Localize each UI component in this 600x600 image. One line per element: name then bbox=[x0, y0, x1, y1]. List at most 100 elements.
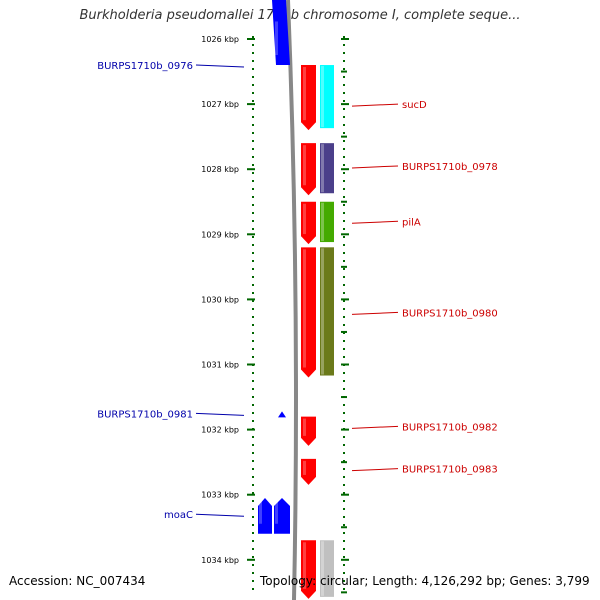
gene-label[interactable]: BURPS1710b_0982 bbox=[402, 422, 498, 433]
guide-dot bbox=[252, 292, 254, 294]
guide-dot bbox=[252, 436, 254, 438]
gene-label[interactable]: pilA bbox=[402, 217, 421, 228]
gene-label[interactable]: BURPS1710b_0976 bbox=[97, 61, 193, 72]
guide-dot bbox=[252, 196, 254, 198]
guide-dot bbox=[252, 212, 254, 214]
guide-dot bbox=[343, 404, 345, 406]
guide-dot bbox=[252, 524, 254, 526]
gene-label[interactable]: sucD bbox=[402, 100, 427, 111]
guide-dot bbox=[343, 252, 345, 254]
guide-dot bbox=[343, 148, 345, 150]
guide-dot bbox=[252, 148, 254, 150]
gene-arrow[interactable] bbox=[258, 497, 272, 534]
gene-arrow[interactable] bbox=[278, 411, 286, 418]
guide-dot bbox=[343, 92, 345, 94]
guide-dot bbox=[252, 204, 254, 206]
guide-dot bbox=[343, 36, 345, 38]
guide-dot bbox=[252, 444, 254, 446]
gene-label[interactable]: BURPS1710b_0981 bbox=[97, 409, 193, 420]
guide-dot bbox=[343, 468, 345, 470]
minor-tick-right bbox=[341, 330, 347, 333]
gene-arrow-highlight bbox=[303, 418, 306, 436]
guide-dot bbox=[343, 204, 345, 206]
gene-arrow[interactable] bbox=[301, 143, 316, 196]
guide-dot bbox=[252, 540, 254, 542]
guide-dot bbox=[343, 444, 345, 446]
chromosome-backbone-curve bbox=[286, 0, 298, 600]
gene-label-leader bbox=[351, 165, 399, 169]
major-tick-right bbox=[341, 103, 349, 106]
tick-label: 1027 kbp bbox=[201, 100, 239, 109]
gene-arrow[interactable] bbox=[301, 201, 316, 245]
gene-arrow[interactable] bbox=[301, 65, 316, 131]
guide-dot bbox=[252, 156, 254, 158]
genome-map-title: Burkholderia pseudomallei 1710b chromoso… bbox=[79, 8, 521, 23]
guide-dot bbox=[252, 300, 254, 302]
gene-label-leader bbox=[195, 513, 245, 517]
gene-arrow[interactable] bbox=[301, 540, 316, 599]
guide-dot bbox=[252, 372, 254, 374]
guide-dot bbox=[252, 76, 254, 78]
guide-dot bbox=[252, 580, 254, 582]
guide-dot bbox=[252, 44, 254, 46]
guide-dot bbox=[343, 260, 345, 262]
guide-dot bbox=[252, 188, 254, 190]
major-tick-right bbox=[341, 168, 349, 171]
gene-feature-block bbox=[320, 540, 334, 597]
tick-label: 1028 kbp bbox=[201, 165, 239, 174]
guide-dot bbox=[252, 172, 254, 174]
guide-dot bbox=[252, 132, 254, 134]
guide-dot bbox=[252, 52, 254, 54]
guide-dot bbox=[252, 388, 254, 390]
gene-label[interactable]: BURPS1710b_0978 bbox=[402, 162, 498, 173]
guide-dot bbox=[252, 532, 254, 534]
major-tick-left bbox=[247, 363, 255, 366]
guide-dot bbox=[252, 556, 254, 558]
gene-label-leader bbox=[195, 412, 245, 416]
gene-label[interactable]: BURPS1710b_0983 bbox=[402, 465, 498, 476]
major-tick-left bbox=[247, 168, 255, 171]
gene-label-leader bbox=[351, 103, 399, 107]
minor-tick-right bbox=[341, 396, 347, 399]
guide-dot bbox=[343, 164, 345, 166]
gene-feature-block-highlight bbox=[321, 202, 324, 242]
gene-arrow[interactable] bbox=[274, 497, 290, 534]
gene-arrow[interactable] bbox=[301, 416, 316, 446]
guide-dot bbox=[252, 348, 254, 350]
major-tick-left bbox=[247, 428, 255, 431]
gene-label[interactable]: moaC bbox=[164, 510, 193, 521]
major-tick-left bbox=[247, 103, 255, 106]
gene-feature-block bbox=[320, 247, 334, 376]
guide-dot bbox=[252, 236, 254, 238]
guide-dot bbox=[343, 188, 345, 190]
guide-dot bbox=[252, 244, 254, 246]
gene-label-leader bbox=[351, 468, 399, 472]
gene-arrow-highlight bbox=[275, 499, 278, 524]
gene-arrow[interactable] bbox=[301, 458, 316, 485]
guide-dot bbox=[252, 108, 254, 110]
gene-arrow-highlight bbox=[275, 21, 278, 56]
guide-dot bbox=[343, 52, 345, 54]
major-tick-left bbox=[247, 493, 255, 496]
guide-dot bbox=[343, 196, 345, 198]
guide-dot bbox=[252, 340, 254, 342]
guide-dot bbox=[343, 484, 345, 486]
guide-dot bbox=[252, 252, 254, 254]
gene-features bbox=[258, 0, 334, 599]
guide-dot bbox=[343, 588, 345, 590]
guide-dot bbox=[343, 116, 345, 118]
guide-dot bbox=[252, 564, 254, 566]
gene-arrow[interactable] bbox=[272, 0, 290, 66]
gene-arrow[interactable] bbox=[301, 247, 316, 378]
guide-dot bbox=[252, 460, 254, 462]
tick-label: 1032 kbp bbox=[201, 426, 239, 435]
guide-dot bbox=[343, 276, 345, 278]
guide-dot bbox=[343, 532, 345, 534]
tick-label: 1026 kbp bbox=[201, 35, 239, 44]
guide-dot bbox=[252, 100, 254, 102]
guide-dot bbox=[252, 508, 254, 510]
guide-dot bbox=[343, 180, 345, 182]
guide-dot bbox=[343, 388, 345, 390]
gene-label[interactable]: BURPS1710b_0980 bbox=[402, 308, 498, 319]
guide-dot bbox=[252, 484, 254, 486]
